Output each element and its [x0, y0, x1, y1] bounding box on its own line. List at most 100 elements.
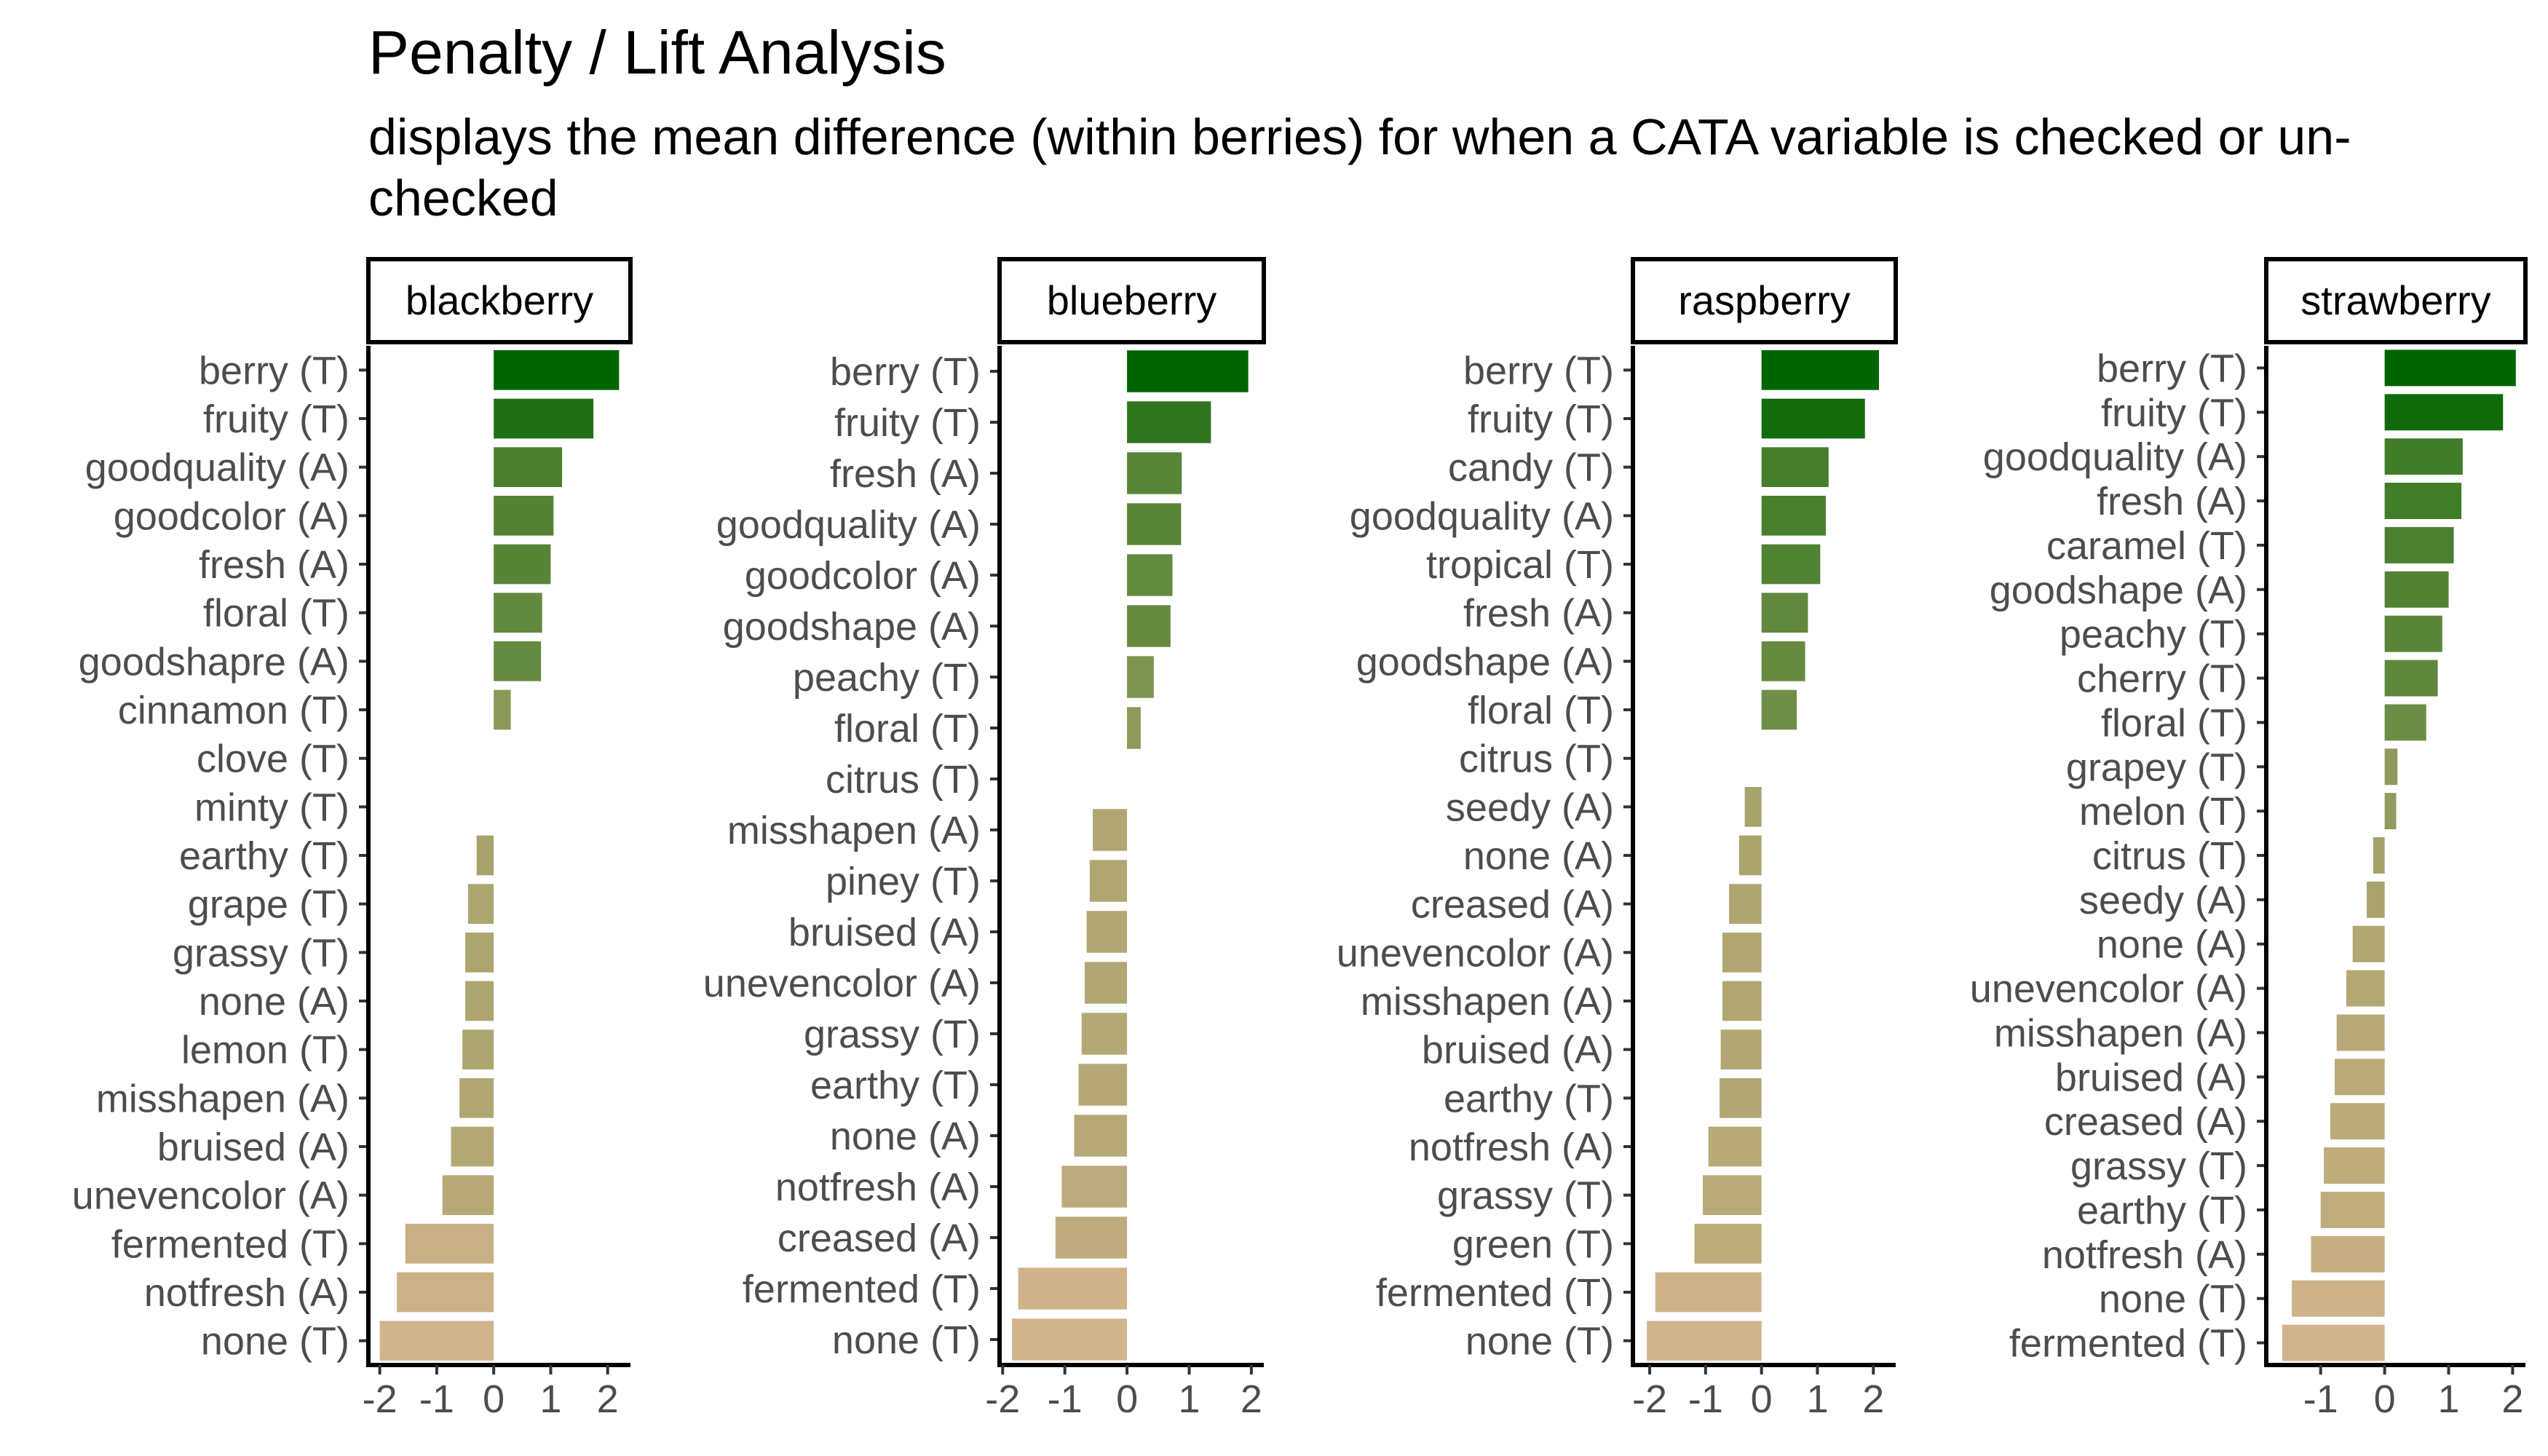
category-label: misshapen (A) — [1361, 980, 1614, 1024]
bar — [467, 884, 494, 924]
bar — [451, 1126, 494, 1167]
category-label: bruised (A) — [157, 1125, 349, 1169]
category-label: floral (T) — [203, 592, 349, 636]
category-label: fresh (A) — [2097, 480, 2247, 523]
category-label: none (T) — [1465, 1320, 1614, 1364]
bar — [1074, 1115, 1128, 1157]
category-label: minty (T) — [194, 786, 349, 829]
category-label: notfresh (A) — [2042, 1233, 2247, 1277]
bar — [1127, 554, 1173, 596]
bar — [2320, 1192, 2385, 1228]
category-label: floral (T) — [1468, 689, 1614, 732]
x-tick-label: -2 — [363, 1377, 397, 1421]
bar — [1647, 1321, 1762, 1361]
bar — [476, 835, 494, 876]
category-label: goodshape (A) — [1356, 640, 1614, 684]
bar — [379, 1321, 494, 1361]
category-label: misshapen (A) — [1994, 1011, 2247, 1055]
x-tick-label: -1 — [1688, 1377, 1723, 1421]
facet-strip — [366, 257, 633, 344]
category-label: citrus (T) — [1459, 737, 1614, 781]
category-label: goodcolor (A) — [745, 554, 981, 598]
bar — [459, 1078, 494, 1118]
category-label: none (T) — [2099, 1278, 2247, 1321]
facet-strip-label: strawberry — [2300, 277, 2490, 323]
x-tick-label: 0 — [483, 1377, 505, 1421]
category-label: grape (T) — [188, 883, 349, 927]
bar — [1085, 962, 1128, 1004]
bar — [1127, 503, 1182, 545]
bar — [1089, 860, 1128, 902]
category-label: fruity (T) — [1468, 397, 1614, 441]
bar — [1127, 401, 1211, 443]
category-label: none (A) — [2097, 923, 2247, 967]
category-label: citrus (T) — [2092, 834, 2247, 878]
bar — [1055, 1216, 1128, 1259]
bar — [465, 981, 494, 1021]
x-tick-label: -2 — [985, 1377, 1020, 1421]
facet-strip — [1631, 257, 1898, 344]
chart-subtitle: displays the mean difference (within ber… — [368, 108, 2351, 226]
bar — [1722, 933, 1762, 973]
category-label: seedy (A) — [2079, 879, 2247, 922]
x-tick-label: 1 — [1806, 1377, 1828, 1421]
category-label: caramel (T) — [2046, 524, 2247, 568]
category-label: notfresh (A) — [1409, 1125, 1614, 1169]
category-label: none (A) — [830, 1115, 981, 1158]
facet-panel-blackberry: blackberry berry (T) fruity (T) goodquality… — [72, 257, 633, 1421]
bar — [1086, 911, 1128, 953]
category-label: unevencolor (A) — [703, 962, 981, 1005]
bar — [462, 1029, 494, 1069]
x-tick-label: 2 — [1241, 1377, 1262, 1421]
category-label: fresh (A) — [830, 452, 981, 496]
facet-panel-blueberry: blueberry berry (T) fruity (T) fresh (A) goo… — [703, 257, 1266, 1421]
category-label: melon (T) — [2079, 790, 2247, 834]
bar — [1093, 809, 1128, 851]
bar — [2282, 1324, 2385, 1361]
category-label: creased (A) — [2044, 1100, 2247, 1144]
category-label: unevencolor (A) — [72, 1174, 349, 1218]
category-label: goodshape (A) — [723, 605, 981, 649]
bar — [1729, 884, 1762, 924]
bar — [1761, 689, 1797, 730]
category-label: fermented (T) — [2009, 1322, 2247, 1366]
category-label: grassy (T) — [2070, 1144, 2247, 1188]
category-label: goodshapre (A) — [79, 640, 349, 684]
x-tick-label: 1 — [2437, 1377, 2459, 1421]
bar — [1078, 1064, 1128, 1106]
facet-strip-label: blackberry — [405, 277, 593, 323]
x-tick-label: -1 — [2303, 1377, 2338, 1421]
bar — [1761, 447, 1829, 487]
bar — [1761, 496, 1826, 536]
category-label: berry (T) — [1463, 349, 1614, 392]
x-tick-label: -2 — [1632, 1377, 1667, 1421]
bar — [1655, 1272, 1762, 1313]
bar — [2384, 748, 2398, 786]
bar — [442, 1175, 494, 1215]
category-label: berry (T) — [2097, 347, 2247, 390]
category-label: misshapen (A) — [727, 809, 981, 852]
bar — [1761, 350, 1879, 390]
facet-strip-label: blueberry — [1047, 277, 1216, 323]
bar — [1720, 1078, 1762, 1118]
bar — [494, 641, 542, 681]
bar — [1703, 1175, 1762, 1215]
category-label: creased (A) — [778, 1216, 981, 1260]
category-label: none (T) — [832, 1318, 981, 1362]
category-label: grassy (T) — [173, 931, 349, 975]
category-label: earthy (T) — [179, 834, 349, 878]
bar — [2384, 660, 2438, 697]
bar — [494, 689, 511, 730]
bar — [1708, 1126, 1762, 1167]
category-label: citrus (T) — [826, 758, 981, 802]
category-label: fermented (T) — [743, 1267, 981, 1311]
bar — [2384, 571, 2449, 608]
bar — [1012, 1318, 1128, 1361]
bar — [1761, 593, 1808, 633]
category-label: notfresh (A) — [775, 1166, 981, 1209]
category-label: bruised (A) — [2055, 1056, 2247, 1099]
bar — [1081, 1013, 1128, 1055]
category-label: clove (T) — [197, 737, 349, 781]
category-label: earthy (T) — [2077, 1189, 2247, 1233]
